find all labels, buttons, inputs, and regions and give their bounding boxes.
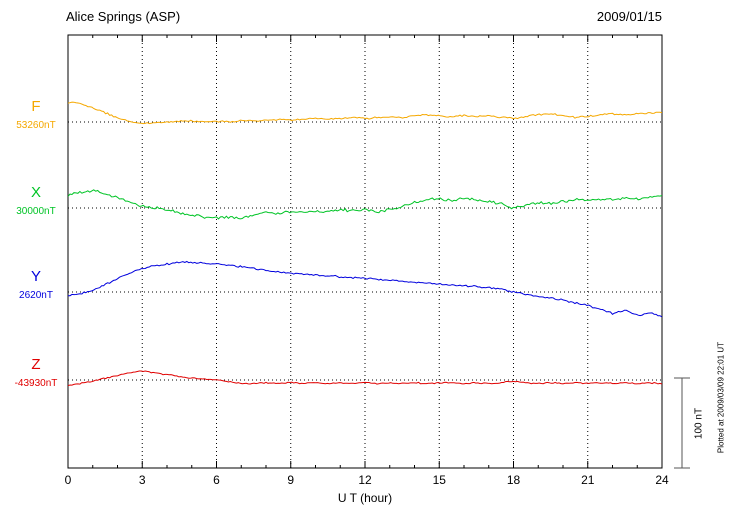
trace-Y xyxy=(68,260,662,318)
x-tick-label: 12 xyxy=(358,473,372,487)
plotted-at-note: Plotted at 2009/03/09 22:01 UT xyxy=(716,341,726,454)
x-tick-label: 21 xyxy=(581,473,595,487)
date-label: 2009/01/15 xyxy=(596,9,662,24)
x-tick-label: 6 xyxy=(213,473,220,487)
x-tick-label: 9 xyxy=(287,473,295,487)
series-baseline-X: 30000nT xyxy=(16,206,56,217)
x-tick-label: 18 xyxy=(506,473,521,487)
series-label-F: F 53260nT xyxy=(8,98,64,132)
axis-ticks xyxy=(67,35,663,468)
gridlines xyxy=(141,35,589,468)
series-letter-F: F xyxy=(31,98,41,115)
station-title: Alice Springs (ASP) xyxy=(66,9,181,24)
series-baseline-Z: -43930nT xyxy=(14,378,58,389)
series-label-Z: Z -43930nT xyxy=(8,356,64,390)
x-tick-label: 3 xyxy=(138,473,146,487)
x-axis-label: U T (hour) xyxy=(337,491,393,505)
trace-Z xyxy=(68,370,662,387)
x-tick-label: 15 xyxy=(432,473,446,487)
scale-bar xyxy=(674,377,690,469)
series-label-X: X 30000nT xyxy=(8,184,64,218)
trace-F xyxy=(68,101,662,125)
scale-bar-label: 100 nT xyxy=(693,407,705,440)
trace-X xyxy=(68,189,662,220)
x-tick-label: 24 xyxy=(655,473,669,487)
series-baseline-Y: 2620nT xyxy=(19,290,53,301)
series-letter-X: X xyxy=(30,184,41,201)
series-letter-Z: Z xyxy=(31,356,41,373)
trace-curves xyxy=(68,101,662,387)
series-label-Y: Y 2620nT xyxy=(8,268,64,302)
x-tick-label: 0 xyxy=(64,473,72,487)
series-baseline-F: 53260nT xyxy=(16,120,56,131)
series-letter-Y: Y xyxy=(30,268,41,285)
